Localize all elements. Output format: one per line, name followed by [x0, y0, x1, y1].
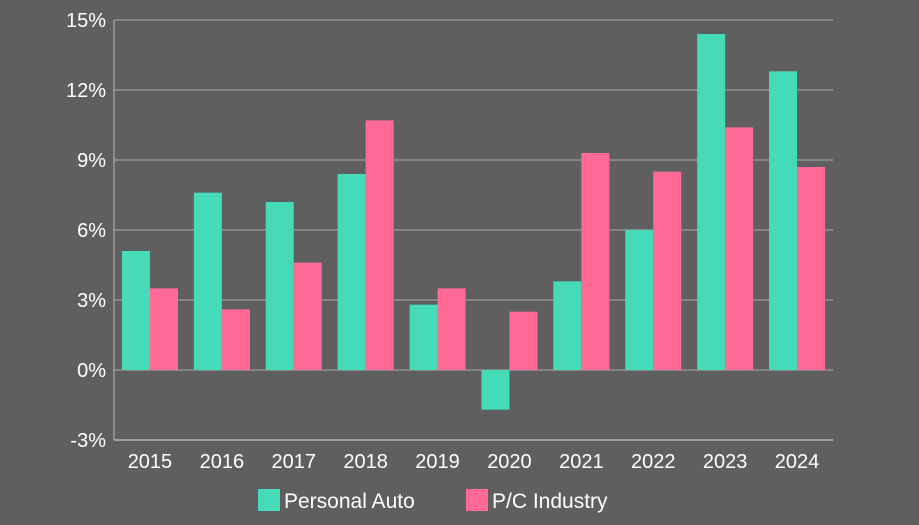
y-tick-label: 0%	[77, 360, 106, 382]
legend-label-pc-industry: P/C Industry	[492, 490, 608, 513]
y-tick-label: 15%	[66, 10, 106, 32]
bar-p-c-industry-2020	[509, 311, 538, 370]
bar-personal-auto-2022	[625, 230, 654, 370]
x-tick-label: 2023	[703, 451, 748, 473]
bar-p-c-industry-2017	[293, 262, 322, 370]
x-tick-label: 2015	[128, 451, 173, 473]
bar-personal-auto-2024	[769, 71, 798, 370]
y-axis-ticks: -3% 0% 3% 6% 9% 12% 15%	[66, 10, 106, 452]
x-tick-label: 2020	[487, 451, 532, 473]
bar-p-c-industry-2015	[149, 288, 178, 370]
y-tick-label: 12%	[66, 80, 106, 102]
y-tick-label: 3%	[77, 290, 106, 312]
bar-p-c-industry-2024	[797, 167, 826, 370]
bar-p-c-industry-2018	[365, 120, 394, 370]
x-tick-label: 2017	[272, 451, 317, 473]
bar-p-c-industry-2023	[725, 127, 754, 370]
bar-personal-auto-2016	[193, 192, 222, 370]
x-tick-label: 2022	[631, 451, 676, 473]
bar-personal-auto-2015	[121, 251, 150, 370]
bar-p-c-industry-2019	[437, 288, 466, 370]
x-axis-ticks: 2015 2016 2017 2018 2019 2020 2021 2022 2023 2024	[128, 451, 820, 473]
x-tick-label: 2019	[415, 451, 460, 473]
bar-p-c-industry-2021	[581, 153, 610, 370]
legend-swatch-pc-industry	[466, 489, 488, 511]
bar-personal-auto-2019	[409, 304, 438, 370]
bar-personal-auto-2023	[697, 34, 726, 370]
bar-personal-auto-2021	[553, 281, 582, 370]
x-tick-label: 2024	[775, 451, 820, 473]
bar-personal-auto-2020	[481, 370, 510, 410]
y-tick-label: -3%	[70, 430, 106, 452]
bar-personal-auto-2017	[265, 202, 294, 370]
bar-p-c-industry-2022	[653, 171, 682, 370]
legend: Personal Auto P/C Industry	[258, 489, 608, 513]
bars	[121, 34, 826, 410]
y-tick-label: 9%	[77, 150, 106, 172]
bar-personal-auto-2018	[337, 174, 366, 370]
x-tick-label: 2018	[343, 451, 388, 473]
legend-swatch-personal-auto	[258, 489, 280, 511]
x-tick-label: 2021	[559, 451, 604, 473]
y-tick-label: 6%	[77, 220, 106, 242]
x-tick-label: 2016	[200, 451, 245, 473]
legend-label-personal-auto: Personal Auto	[284, 490, 415, 513]
bar-p-c-industry-2016	[221, 309, 250, 370]
